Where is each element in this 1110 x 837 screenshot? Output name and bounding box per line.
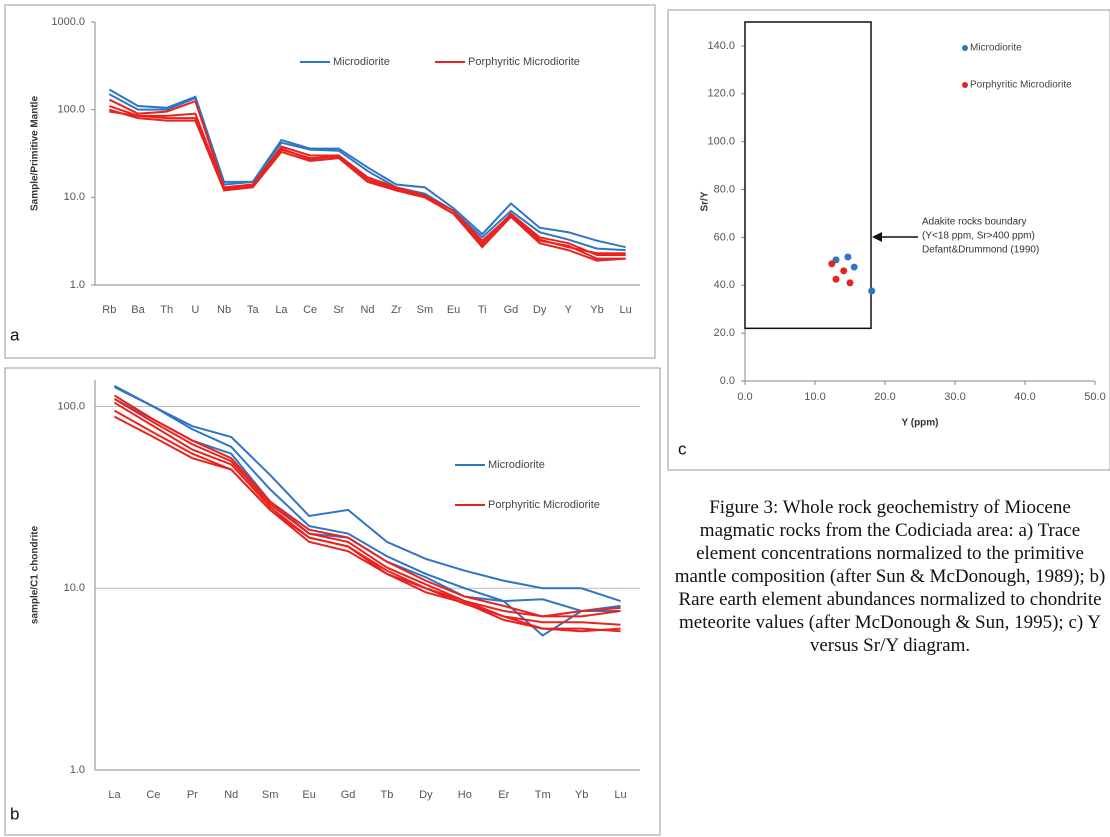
y-tick-label: 80.0 — [714, 183, 735, 195]
y-tick-label: 10.0 — [64, 191, 85, 203]
series-line — [113, 398, 621, 618]
panel-label: c — [678, 439, 687, 458]
x-tick-label: Gd — [504, 304, 519, 316]
y-tick-label: 10.0 — [64, 582, 85, 594]
x-tick-label: Sm — [262, 789, 279, 801]
y-axis-label: sample/C1 chondrite — [30, 525, 41, 624]
y-axis-label: Sr/Y — [700, 191, 711, 211]
panel-frame — [4, 4, 656, 359]
point — [850, 263, 858, 271]
legend-swatch — [962, 82, 968, 88]
x-tick-label: Tm — [535, 789, 551, 801]
x-tick-label: Yb — [575, 789, 588, 801]
arrow-head — [872, 232, 882, 242]
legend-label: Microdiorite — [333, 56, 390, 68]
y-tick-label: 1000.0 — [51, 16, 85, 28]
panel-label: a — [10, 325, 20, 344]
x-tick-label: Eu — [447, 304, 460, 316]
x-tick-label: Lu — [620, 304, 632, 316]
x-tick-label: 30.0 — [944, 391, 965, 403]
x-tick-label: 20.0 — [874, 391, 895, 403]
x-tick-label: Y — [565, 304, 573, 316]
adakite-box — [744, 21, 872, 330]
point — [832, 275, 840, 283]
x-tick-label: Nb — [217, 304, 231, 316]
y-tick-label: 140.0 — [707, 40, 735, 52]
x-tick-label: Ta — [247, 304, 260, 316]
y-tick-label: 60.0 — [714, 231, 735, 243]
point — [840, 267, 848, 275]
x-tick-label: 10.0 — [804, 391, 825, 403]
x-tick-label: 40.0 — [1014, 391, 1035, 403]
y-axis-label: Sample/Primitive Mantle — [30, 96, 41, 211]
x-tick-label: Dy — [419, 789, 433, 801]
legend-label: Microdiorite — [970, 43, 1022, 54]
legend-label: Microdiorite — [488, 459, 545, 471]
panel-frame — [667, 9, 1110, 471]
series-line — [108, 88, 626, 249]
x-tick-label: 0.0 — [737, 391, 752, 403]
series-line — [109, 108, 626, 262]
panel-label: b — [10, 804, 19, 823]
x-tick-label: Rb — [102, 304, 116, 316]
series-line — [114, 386, 621, 613]
panel-frame — [4, 367, 661, 836]
legend-label: Porphyritic Microdiorite — [468, 56, 580, 68]
caption: Figure 3: Whole rock geochemistry of Mio… — [674, 497, 1106, 656]
y-tick-label: 20.0 — [714, 327, 735, 339]
annotation: Adakite rocks boundary — [922, 217, 1027, 228]
x-tick-label: Yb — [590, 304, 603, 316]
x-tick-label: Sr — [333, 304, 344, 316]
annotation: (Y<18 ppm, Sr>400 ppm) — [922, 231, 1035, 242]
series-line — [113, 401, 621, 626]
series-line — [113, 384, 621, 603]
point — [844, 253, 852, 261]
x-tick-label: La — [275, 304, 288, 316]
legend-label: Porphyritic Microdiorite — [970, 80, 1072, 91]
y-tick-label: 100.0 — [57, 104, 85, 116]
point — [868, 287, 876, 295]
x-tick-label: Ce — [303, 304, 317, 316]
x-tick-label: U — [191, 304, 199, 316]
x-tick-label: Pr — [187, 789, 198, 801]
x-tick-label: Gd — [341, 789, 356, 801]
y-tick-label: 0.0 — [720, 375, 735, 387]
y-tick-label: 100.0 — [57, 400, 85, 412]
y-tick-label: 1.0 — [70, 764, 85, 776]
x-tick-label: Tb — [381, 789, 394, 801]
legend-label: Porphyritic Microdiorite — [488, 499, 600, 511]
series-line — [108, 93, 626, 252]
x-tick-label: Zr — [391, 304, 402, 316]
x-tick-label: Ba — [131, 304, 145, 316]
x-axis-label: Y (ppm) — [901, 418, 938, 429]
x-tick-label: 50.0 — [1084, 391, 1105, 403]
y-tick-label: 120.0 — [707, 88, 735, 100]
x-tick-label: La — [108, 789, 121, 801]
x-tick-label: Er — [498, 789, 509, 801]
x-tick-label: Ti — [478, 304, 487, 316]
x-tick-label: Nd — [360, 304, 374, 316]
series-line — [108, 98, 626, 256]
x-tick-label: Ho — [458, 789, 472, 801]
legend-swatch — [962, 45, 968, 51]
x-tick-label: Sm — [417, 304, 434, 316]
point — [846, 279, 854, 287]
series-line — [114, 415, 621, 633]
annotation: Defant&Drummond (1990) — [922, 245, 1039, 256]
x-tick-label: Eu — [302, 789, 315, 801]
x-tick-label: Ce — [146, 789, 160, 801]
point — [828, 260, 836, 268]
y-tick-label: 1.0 — [70, 279, 85, 291]
series-line — [109, 110, 626, 255]
x-tick-label: Th — [160, 304, 173, 316]
x-tick-label: Nd — [224, 789, 238, 801]
x-tick-label: Dy — [533, 304, 547, 316]
y-tick-label: 100.0 — [707, 136, 735, 148]
y-tick-label: 40.0 — [714, 279, 735, 291]
x-tick-label: Lu — [614, 789, 626, 801]
